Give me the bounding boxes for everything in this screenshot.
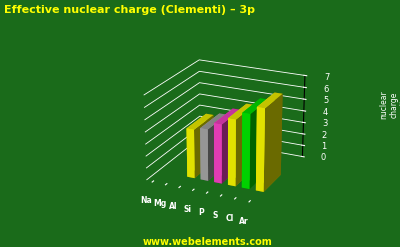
Text: www.webelements.com: www.webelements.com — [143, 237, 273, 247]
Text: Effective nuclear charge (Clementi) – 3p: Effective nuclear charge (Clementi) – 3p — [4, 5, 255, 15]
